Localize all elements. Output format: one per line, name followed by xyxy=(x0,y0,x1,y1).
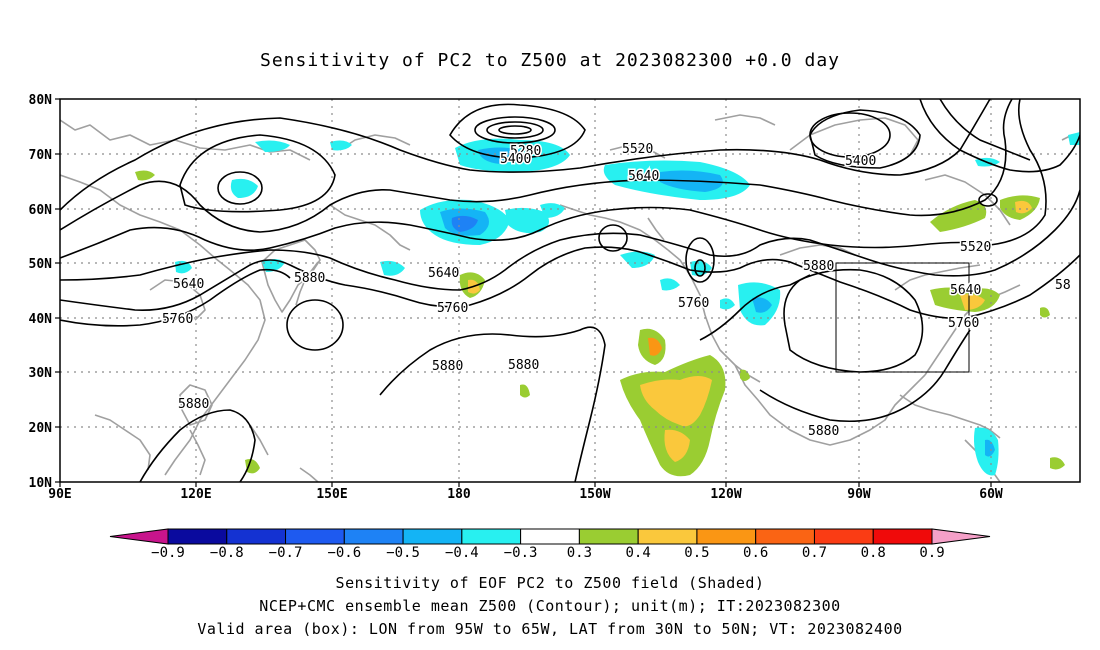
colorbar-label: −0.7 xyxy=(269,545,303,561)
contour-label: 5880 xyxy=(808,424,839,439)
contour-label: 5640 xyxy=(950,283,981,298)
contour-label: 5760 xyxy=(162,312,193,327)
colorbar-label: −0.4 xyxy=(445,545,479,561)
colorbar-label: 0.5 xyxy=(684,545,709,561)
colorbar-swatch xyxy=(402,528,463,545)
colorbar-swatch xyxy=(755,528,815,545)
lon-tick-label: 180 xyxy=(447,487,471,502)
z500-contours xyxy=(60,99,1080,482)
lon-tick-label: 120W xyxy=(710,487,741,502)
colorbar-label: −0.9 xyxy=(151,545,185,561)
colorbar-swatch xyxy=(696,528,757,545)
colorbar-swatch xyxy=(813,528,874,545)
contour-label: 5880 xyxy=(508,358,539,373)
contour-label: 5280 xyxy=(510,144,541,159)
colorbar-swatch xyxy=(520,528,580,545)
contour-label: 5760 xyxy=(678,296,709,311)
sensitivity-shading xyxy=(135,132,1080,477)
contour-label: 5520 xyxy=(960,240,991,255)
latitude-labels: 80N 70N 60N 50N 40N 30N 20N 10N xyxy=(29,93,53,491)
contour-label: 5400 xyxy=(500,152,531,167)
colorbar-label: −0.8 xyxy=(210,545,244,561)
caption-shading: Sensitivity of EOF PC2 to Z500 field (Sh… xyxy=(335,574,765,592)
lon-tick-label: 120E xyxy=(180,487,211,502)
lat-tick-label: 10N xyxy=(29,476,53,491)
lat-tick-label: 70N xyxy=(29,148,53,163)
colorbar-swatch xyxy=(343,528,404,545)
colorbar: −0.9 −0.8 −0.7 −0.6 −0.5 −0.4 −0.3 0.3 0.4 0.5 0.6… xyxy=(109,528,991,561)
contour-label: 5880 xyxy=(803,259,834,274)
colorbar-swatch xyxy=(167,528,228,545)
colorbar-swatch xyxy=(226,528,287,545)
lon-tick-label: 90E xyxy=(48,487,71,502)
contour-label: 58 xyxy=(1055,278,1071,293)
contour-label: 5880 xyxy=(178,397,209,412)
colorbar-label: −0.5 xyxy=(386,545,420,561)
colorbar-label: 0.9 xyxy=(919,545,944,561)
lon-tick-label: 60W xyxy=(979,487,1003,502)
colorbar-swatch xyxy=(285,528,345,545)
contour-label: 5760 xyxy=(437,301,468,316)
longitude-labels: 90E 120E 150E 180 150W 120W 90W 60W xyxy=(48,487,1003,502)
colorbar-swatch xyxy=(461,528,522,545)
contour-label: 5640 xyxy=(628,169,659,184)
contour-label: 5880 xyxy=(294,271,325,286)
colorbar-low-end xyxy=(109,528,169,545)
colorbar-swatch xyxy=(637,528,698,545)
colorbar-swatch xyxy=(872,528,933,545)
map-title: Sensitivity of PC2 to Z500 at 2023082300… xyxy=(259,50,840,71)
gridlines xyxy=(60,99,1080,482)
valid-area-box xyxy=(835,262,970,373)
contour-label: 5400 xyxy=(845,154,876,169)
colorbar-label: 0.3 xyxy=(567,545,592,561)
lat-tick-label: 40N xyxy=(29,312,53,327)
contour-labels: 5280 5400 5520 5640 5400 5520 5640 5640 … xyxy=(161,141,1073,441)
contour-label: 5640 xyxy=(173,277,204,292)
colorbar-label: 0.6 xyxy=(743,545,768,561)
lat-tick-label: 30N xyxy=(29,366,53,381)
caption-contour: NCEP+CMC ensemble mean Z500 (Contour); u… xyxy=(259,597,841,615)
plot-frame xyxy=(59,98,1081,483)
lon-tick-label: 90W xyxy=(847,487,871,502)
colorbar-label: −0.3 xyxy=(504,545,538,561)
colorbar-high-end xyxy=(931,528,991,545)
colorbar-label: 0.7 xyxy=(802,545,827,561)
colorbar-label: −0.6 xyxy=(327,545,361,561)
contour-label: 5880 xyxy=(432,359,463,374)
colorbar-label: 0.4 xyxy=(626,545,651,561)
colorbar-swatch xyxy=(578,528,639,545)
lat-tick-label: 60N xyxy=(29,203,53,218)
contour-label: 5760 xyxy=(948,316,979,331)
caption-valid-area: Valid area (box): LON from 95W to 65W, L… xyxy=(197,620,903,638)
contour-label: 5640 xyxy=(428,266,459,281)
lat-tick-label: 80N xyxy=(29,93,53,108)
lat-tick-label: 50N xyxy=(29,257,53,272)
contour-label: 5520 xyxy=(622,142,653,157)
colorbar-label: 0.8 xyxy=(861,545,886,561)
lat-tick-label: 20N xyxy=(29,421,53,436)
lon-tick-label: 150E xyxy=(316,487,347,502)
lon-tick-label: 150W xyxy=(579,487,610,502)
tick-marks xyxy=(55,98,992,487)
